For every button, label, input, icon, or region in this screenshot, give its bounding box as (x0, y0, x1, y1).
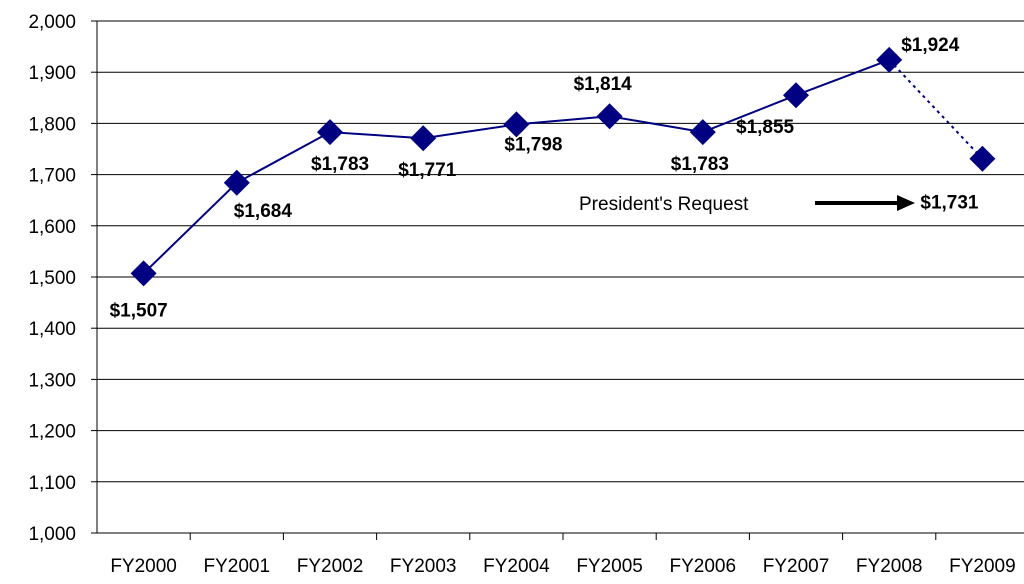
data-point-fy2004 (503, 111, 530, 138)
x-tick-label-5: FY2005 (576, 556, 643, 577)
data-labels: $1,507 $1,684 $1,783 $1,771 $1,798 $1,814 $1,7… (110, 35, 979, 322)
series-line (142, 58, 984, 275)
x-tick-label-6: FY2006 (670, 556, 737, 577)
data-label-fy2008: $1,924 (901, 35, 960, 56)
x-tick-label-7: FY2007 (763, 556, 830, 577)
x-tick-label-2: FY2002 (297, 556, 364, 577)
data-label-fy2003: $1,771 (398, 160, 457, 181)
gridlines (97, 20, 1024, 483)
y-tick-label-4: 1,400 (28, 319, 76, 340)
x-tick-label-3: FY2003 (390, 556, 457, 577)
data-point-fy2003 (410, 125, 437, 152)
data-point-fy2008 (876, 46, 903, 73)
data-point-fy2001 (223, 169, 250, 196)
data-label-fy2004: $1,798 (504, 134, 562, 155)
data-label-fy2007: $1,855 (736, 117, 795, 138)
x-tick-label-9: FY2009 (949, 556, 1016, 577)
data-label-fy2002: $1,783 (311, 154, 369, 175)
data-point-fy2002 (317, 119, 343, 146)
x-axis-tick-labels: FY2000 FY2001 FY2002 FY2003 FY2004 FY2005 FY20… (110, 556, 1015, 577)
data-point-fy2005 (596, 103, 623, 130)
x-tick-label-8: FY2008 (856, 556, 923, 577)
y-tick-label-9: 1,900 (28, 63, 76, 84)
series-line-requested (888, 59, 984, 160)
y-tick-label-6: 1,600 (28, 217, 76, 238)
data-label-fy2005: $1,814 (574, 74, 633, 95)
annotation: President's Request (579, 194, 915, 215)
data-point-fy2006 (689, 119, 716, 146)
annotation-text: President's Request (579, 194, 749, 215)
axes (91, 20, 1024, 540)
y-tick-label-7: 1,700 (28, 166, 76, 187)
data-label-fy2006: $1,783 (671, 154, 729, 175)
data-point-fy2009 (969, 145, 996, 172)
y-tick-label-10: 2,000 (28, 12, 76, 33)
x-tick-label-4: FY2004 (483, 556, 550, 577)
data-markers (130, 46, 996, 287)
y-axis-tick-labels: 1,000 1,100 1,200 1,300 1,400 1,500 1,600 1,700… (28, 12, 76, 545)
data-point-fy2000 (130, 260, 157, 287)
data-point-fy2007 (783, 82, 809, 109)
y-tick-label-5: 1,500 (28, 268, 76, 289)
x-tick-label-1: FY2001 (204, 556, 271, 577)
annotation-arrow-head (897, 195, 915, 211)
series-line-actual (142, 58, 890, 275)
data-label-fy2000: $1,507 (110, 300, 168, 321)
y-tick-label-3: 1,300 (28, 370, 76, 391)
y-tick-label-2: 1,200 (28, 422, 76, 443)
y-tick-label-8: 1,800 (28, 114, 76, 135)
y-tick-label-0: 1,000 (28, 524, 76, 545)
data-label-fy2001: $1,684 (234, 201, 293, 222)
x-tick-label-0: FY2000 (110, 556, 177, 577)
y-tick-label-1: 1,100 (28, 473, 76, 494)
data-label-fy2009: $1,731 (920, 193, 979, 214)
